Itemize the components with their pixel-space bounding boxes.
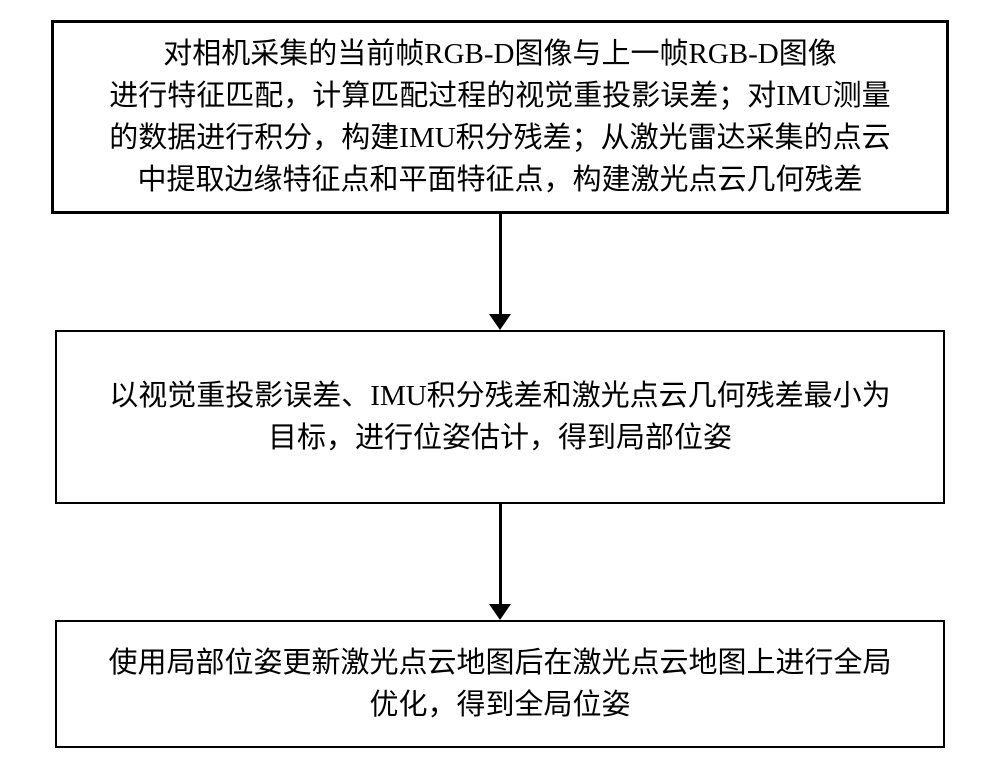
arrow-head-icon bbox=[489, 604, 511, 620]
node-text: 以视觉重投影误差、IMU积分残差和激光点云几何残差最小为 目标，进行位姿估计，得… bbox=[109, 375, 890, 459]
arrow-head-icon bbox=[489, 314, 511, 330]
node-text: 使用局部位姿更新激光点云地图后在激光点云地图上进行全局 优化，得到全局位姿 bbox=[108, 642, 891, 726]
flowchart-node-step3: 使用局部位姿更新激光点云地图后在激光点云地图上进行全局 优化，得到全局位姿 bbox=[55, 620, 945, 748]
flowchart-container: 对相机采集的当前帧RGB-D图像与上一帧RGB-D图像 进行特征匹配，计算匹配过… bbox=[50, 20, 950, 748]
flowchart-node-step1: 对相机采集的当前帧RGB-D图像与上一帧RGB-D图像 进行特征匹配，计算匹配过… bbox=[51, 20, 949, 214]
flowchart-arrow bbox=[489, 504, 511, 620]
flowchart-node-step2: 以视觉重投影误差、IMU积分残差和激光点云几何残差最小为 目标，进行位姿估计，得… bbox=[55, 330, 945, 504]
arrow-shaft bbox=[499, 214, 502, 314]
flowchart-arrow bbox=[489, 214, 511, 330]
arrow-shaft bbox=[499, 504, 502, 604]
node-text: 对相机采集的当前帧RGB-D图像与上一帧RGB-D图像 进行特征匹配，计算匹配过… bbox=[109, 33, 890, 201]
